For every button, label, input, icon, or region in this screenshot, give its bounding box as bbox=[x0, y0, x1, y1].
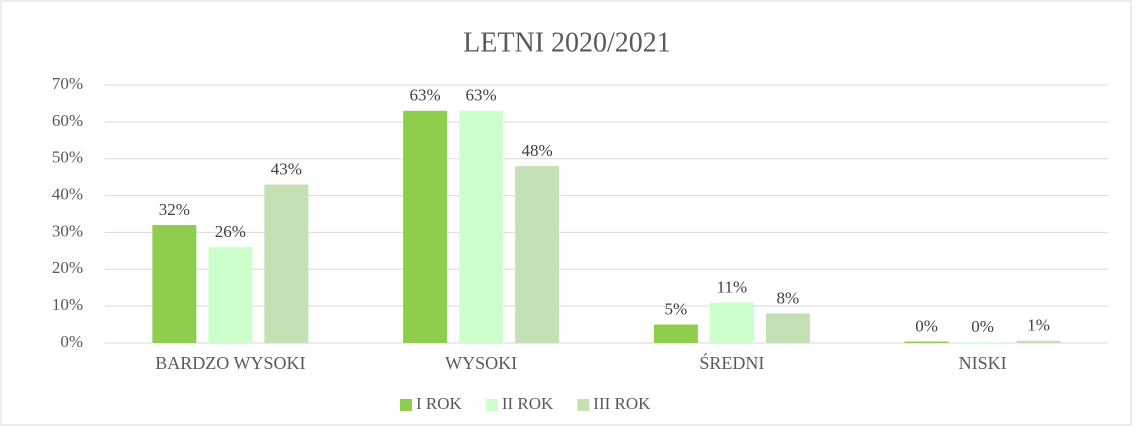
value-label: 63% bbox=[466, 86, 497, 105]
legend-label: II ROK bbox=[502, 394, 554, 413]
value-label: 63% bbox=[410, 86, 441, 105]
bar bbox=[709, 302, 754, 343]
bar bbox=[960, 342, 1005, 343]
x-tick-label: ŚREDNI bbox=[699, 352, 764, 373]
bar bbox=[208, 247, 253, 343]
value-label: 1% bbox=[1027, 316, 1050, 335]
legend-label: I ROK bbox=[416, 394, 463, 413]
value-label: 5% bbox=[665, 299, 688, 318]
y-tick-label: 20% bbox=[52, 258, 83, 277]
value-label: 43% bbox=[271, 159, 302, 178]
bar bbox=[264, 184, 309, 343]
y-tick-label: 10% bbox=[52, 295, 83, 314]
value-label: 11% bbox=[717, 277, 748, 296]
legend-swatch bbox=[400, 399, 412, 411]
y-tick-label: 0% bbox=[60, 332, 83, 351]
legend-label: III ROK bbox=[593, 394, 651, 413]
bar bbox=[459, 110, 504, 343]
y-tick-label: 70% bbox=[52, 74, 83, 93]
y-tick-label: 50% bbox=[52, 148, 83, 167]
bar bbox=[904, 341, 949, 343]
value-label: 48% bbox=[522, 141, 553, 160]
legend-swatch bbox=[577, 399, 590, 411]
y-tick-label: 40% bbox=[52, 184, 83, 203]
legend-swatch bbox=[485, 399, 498, 411]
value-label: 0% bbox=[915, 316, 938, 335]
bar bbox=[515, 166, 560, 343]
bar bbox=[653, 324, 698, 343]
bar bbox=[152, 225, 197, 343]
y-tick-label: 30% bbox=[52, 221, 83, 240]
bar bbox=[1016, 340, 1061, 343]
value-label: 26% bbox=[215, 222, 246, 241]
y-tick-label: 60% bbox=[52, 111, 83, 130]
bar bbox=[765, 313, 810, 343]
x-tick-label: BARDZO WYSOKI bbox=[155, 353, 305, 373]
chart-title: LETNI 2020/2021 bbox=[463, 27, 671, 58]
value-label: 8% bbox=[777, 288, 800, 307]
value-label: 32% bbox=[159, 200, 190, 219]
x-tick-label: NISKI bbox=[959, 353, 1007, 373]
x-tick-label: WYSOKI bbox=[445, 353, 517, 373]
bar bbox=[403, 110, 448, 343]
value-label: 0% bbox=[971, 317, 994, 336]
